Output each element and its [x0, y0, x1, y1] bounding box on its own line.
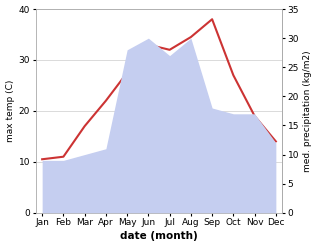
X-axis label: date (month): date (month) [120, 231, 198, 242]
Y-axis label: max temp (C): max temp (C) [5, 80, 15, 142]
Y-axis label: med. precipitation (kg/m2): med. precipitation (kg/m2) [303, 50, 313, 172]
